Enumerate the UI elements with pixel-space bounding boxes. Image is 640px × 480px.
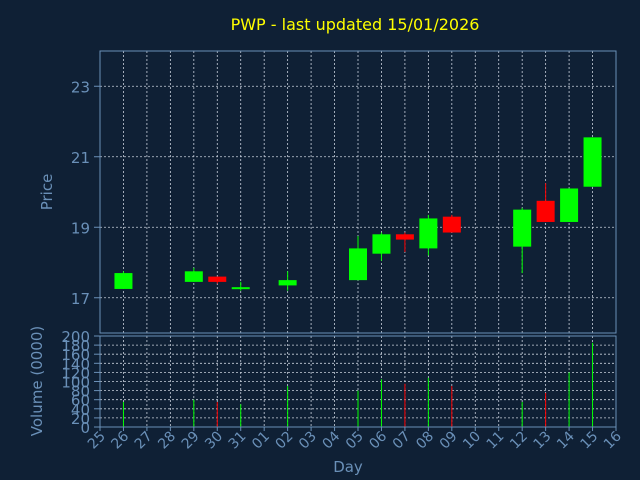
candle-body bbox=[349, 248, 367, 281]
x-tick-label: 29 bbox=[179, 429, 203, 453]
volume-tick-label: 80 bbox=[71, 383, 90, 401]
volume-tick-label: 100 bbox=[61, 374, 90, 392]
x-tick-label: 08 bbox=[413, 429, 437, 453]
candle-body bbox=[231, 287, 250, 290]
x-axis-label: Day bbox=[333, 458, 363, 476]
volume-tick-label: 60 bbox=[71, 392, 90, 410]
x-tick-label: 10 bbox=[460, 429, 484, 453]
x-tick-label: 27 bbox=[132, 429, 156, 453]
x-tick-label: 07 bbox=[390, 429, 414, 453]
price-tick-label: 21 bbox=[71, 149, 90, 167]
x-tick-label: 04 bbox=[319, 428, 343, 452]
x-tick-label: 06 bbox=[366, 428, 390, 452]
x-axis: 25 26 27 28 29 30 31 01 02 03 04 05 06 07 08 09 10 11 12 13… bbox=[85, 427, 625, 452]
x-tick-label: 02 bbox=[273, 429, 297, 453]
x-tick-label: 01 bbox=[249, 429, 273, 453]
x-tick-label: 31 bbox=[226, 429, 250, 453]
candle-body bbox=[278, 280, 297, 286]
price-axis-label: Price bbox=[38, 174, 56, 211]
candle-body bbox=[114, 273, 133, 289]
volume-axis-label: Volume (0000) bbox=[28, 326, 46, 436]
price-tick-label: 17 bbox=[71, 290, 90, 308]
x-tick-label: 12 bbox=[507, 429, 531, 453]
volume-tick-label: 40 bbox=[71, 401, 90, 419]
x-tick-label: 30 bbox=[202, 429, 226, 453]
candle-body bbox=[372, 234, 391, 254]
x-tick-label: 28 bbox=[155, 429, 179, 453]
candle-body bbox=[583, 137, 602, 187]
volume-tick-label: 20 bbox=[71, 410, 90, 428]
candle-body bbox=[395, 234, 414, 240]
x-tick-label: 11 bbox=[484, 429, 508, 453]
candle-body bbox=[442, 216, 461, 233]
x-tick-label: 15 bbox=[577, 429, 601, 453]
candle-body bbox=[560, 188, 579, 222]
volume-tick-label: 140 bbox=[61, 355, 90, 373]
volume-tick-label: 180 bbox=[61, 337, 90, 355]
x-tick-label: 16 bbox=[601, 428, 625, 452]
volume-tick-label: 160 bbox=[61, 346, 90, 364]
candle-body bbox=[536, 200, 555, 222]
volume-tick-label: 120 bbox=[61, 364, 90, 382]
price-tick-label: 23 bbox=[71, 78, 90, 96]
x-tick-label: 05 bbox=[343, 429, 367, 453]
x-tick-label: 09 bbox=[437, 429, 461, 453]
x-tick-label: 26 bbox=[108, 428, 132, 452]
x-tick-label: 03 bbox=[296, 429, 320, 453]
x-tick-label: 14 bbox=[554, 428, 578, 452]
price-tick-label: 19 bbox=[71, 219, 90, 237]
price-panel: 17 19 21 23 bbox=[71, 50, 617, 334]
candle-body bbox=[419, 218, 438, 249]
chart-title: PWP - last updated 15/01/2026 bbox=[231, 15, 480, 34]
candle-body bbox=[208, 276, 227, 282]
price-plot-border bbox=[99, 50, 617, 334]
volume-tick-label: 0 bbox=[80, 419, 90, 437]
candle-body bbox=[184, 271, 203, 282]
volume-tick-label: 200 bbox=[61, 328, 90, 346]
candle-body bbox=[513, 209, 532, 247]
x-tick-label: 13 bbox=[531, 429, 555, 453]
